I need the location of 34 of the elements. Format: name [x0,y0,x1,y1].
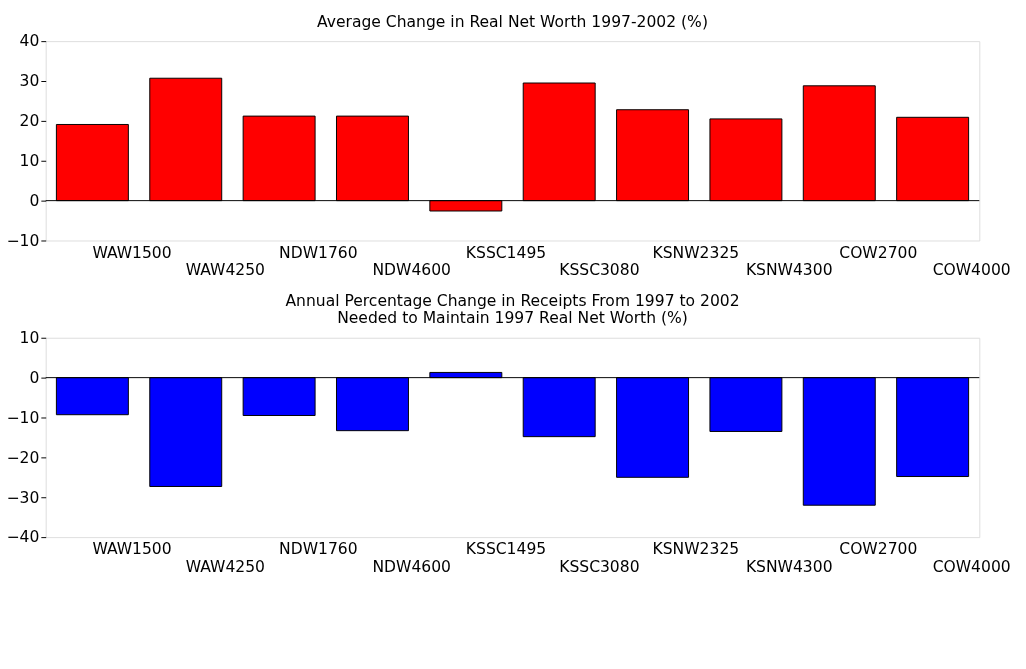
x-tick-label: KSNW2325 [652,540,740,559]
x-tick-label: COW2700 [839,540,918,559]
x-tick-label: COW4000 [932,557,1011,576]
x-tick-label: KSSC3080 [559,557,640,576]
y-tick-label: 30 [19,72,40,91]
x-tick-label: NDW1760 [279,243,358,262]
x-tick-label: NDW4600 [372,261,452,280]
x-tick-label: NDW1760 [279,540,358,559]
chart-title: Average Change in Real Net Worth 1997-2002 (%) [317,12,708,31]
y-tick-label: −20 [6,448,40,467]
x-tick-label: KSNW4300 [745,261,833,280]
x-tick-label: COW2700 [839,243,918,262]
x-tick-label: WAW1500 [92,243,172,262]
y-tick-label: −40 [6,528,40,547]
y-tick-label: 40 [19,32,40,51]
y-tick-label: 20 [19,112,40,131]
y-tick-label: −30 [6,488,40,507]
y-tick-label: 10 [19,152,40,171]
y-tick-label: 0 [29,191,40,210]
y-tick-label: 0 [29,368,40,387]
x-tick-label: KSSC3080 [559,261,640,280]
x-tick-label: COW4000 [932,261,1011,280]
x-tick-label: KSSC1495 [465,540,547,559]
x-tick-label: KSSC1495 [465,243,547,262]
x-tick-label: KSNW4300 [745,557,833,576]
x-tick-label: NDW4600 [372,557,452,576]
x-tick-label: WAW4250 [185,557,265,576]
y-tick-label: 10 [19,329,40,348]
y-tick-label: −10 [6,231,40,250]
chart-title: Annual Percentage Change in Receipts From 1997 to 2002 Needed to Maintain 1997 Real Net Worth (%) [285,291,740,328]
y-tick-label: −10 [6,408,40,427]
x-tick-label: KSNW2325 [652,243,740,262]
x-tick-label: WAW4250 [185,261,265,280]
x-tick-label: WAW1500 [92,540,172,559]
